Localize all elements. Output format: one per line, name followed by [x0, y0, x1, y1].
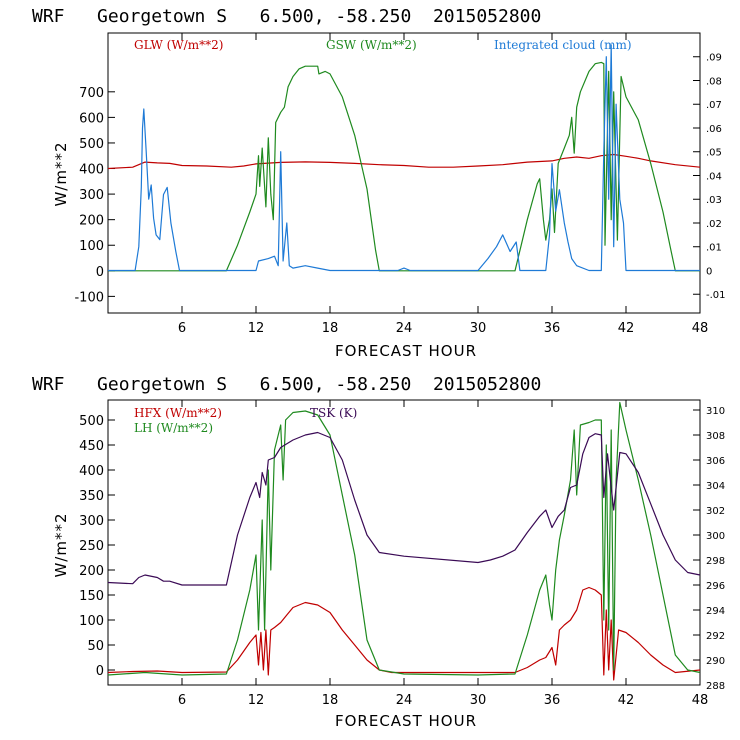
panel-1-series-2-line: [108, 44, 700, 272]
panel-1-ytick-label: 0: [96, 265, 104, 280]
panel-1-title: WRF Georgetown S 6.500, -58.250 20150528…: [32, 6, 541, 27]
panel-2-title: WRF Georgetown S 6.500, -58.250 20150528…: [32, 374, 541, 395]
panel-2-ticks: 6 12 18 24 30 36 42 48 0 50 100 150 200 250 300 350 400 4…: [79, 400, 725, 708]
legend-tsk: TSK (K): [310, 406, 357, 420]
panel-2: WRF Georgetown S 6.500, -58.250 20150528…: [32, 374, 725, 730]
panel-1-right-ytick-label: .03: [706, 195, 722, 206]
panel-2-xtick-label: 30: [470, 693, 487, 708]
panel-1-xtick-label: 30: [470, 321, 487, 336]
panel-1-right-ytick-label: .02: [706, 219, 722, 230]
panel-1-ytick-label: 600: [79, 111, 104, 126]
panel-2-ytick-label: 0: [96, 664, 104, 679]
panel-1-ytick-label: -100: [74, 290, 104, 305]
panel-2-right-ytick-label: 292: [706, 631, 725, 642]
panel-1-series-1-line: [108, 61, 700, 272]
panel-2-series-2-line: [107, 431, 701, 586]
panel-2-right-ytick-label: 300: [706, 531, 725, 542]
panel-2-ytick-label: 450: [79, 439, 104, 454]
panel-1-series-0-line: [107, 153, 701, 170]
panel-2-right-ytick-label: 302: [706, 506, 725, 517]
panel-2-right-ytick-label: 296: [706, 581, 725, 592]
panel-1-right-ytick-label: .05: [706, 148, 722, 159]
legend-integrated-cloud: Integrated cloud (mm): [494, 38, 632, 52]
panel-1: WRF Georgetown S 6.500, -58.250 20150528…: [32, 6, 726, 360]
panel-2-series: [107, 401, 701, 681]
legend-hfx: HFX (W/m**2): [134, 406, 222, 420]
panel-1-ytick-label: 700: [79, 86, 104, 101]
panel-1-xtick-label: 42: [618, 321, 635, 336]
panel-2-ytick-label: 400: [79, 464, 104, 479]
panel-2-xtick-label: 18: [322, 693, 339, 708]
panel-1-xtick-label: 24: [396, 321, 413, 336]
panel-1-right-ytick-label: .09: [706, 53, 722, 64]
panel-2-series-1-line: [107, 401, 701, 676]
legend-lh: LH (W/m**2): [134, 421, 213, 435]
panel-1-right-ytick-label: .04: [706, 171, 722, 182]
panel-2-right-ytick-label: 310: [706, 406, 725, 417]
panel-2-xtick-label: 48: [692, 693, 709, 708]
panel-1-xlabel: FORECAST HOUR: [335, 342, 477, 360]
panel-2-right-ytick-label: 304: [706, 481, 725, 492]
panel-2-right-ytick-label: 294: [706, 606, 725, 617]
panel-2-right-ytick-label: 308: [706, 431, 725, 442]
panel-1-ticks: 6 12 18 24 30 36 42 48 -100 0 100 200 300 400 500 600 70…: [74, 33, 726, 336]
panel-2-ytick-label: 350: [79, 489, 104, 504]
panel-1-right-ytick-label: .08: [706, 76, 722, 87]
panel-2-series-0-line: [107, 586, 701, 681]
panel-2-right-ytick-label: 306: [706, 456, 725, 467]
panel-2-ytick-label: 50: [87, 639, 104, 654]
panel-1-right-ytick-label: .01: [706, 243, 722, 254]
panel-1-right-ytick-label: .06: [706, 124, 722, 135]
legend-glw: GLW (W/m**2): [134, 38, 223, 52]
panel-1-xtick-label: 18: [322, 321, 339, 336]
panel-1-right-ytick-label: -.01: [706, 290, 726, 301]
panel-1-ytick-label: 300: [79, 188, 104, 203]
panel-1-series: [107, 44, 701, 272]
panel-2-xtick-label: 6: [178, 693, 186, 708]
panel-2-right-ytick-label: 288: [706, 681, 725, 692]
panel-2-ytick-label: 300: [79, 514, 104, 529]
panel-1-right-ytick-label: .07: [706, 100, 722, 111]
panel-2-ytick-label: 100: [79, 614, 104, 629]
legend-gsw: GSW (W/m**2): [326, 38, 417, 52]
panel-1-xtick-label: 36: [544, 321, 561, 336]
panel-1-right-ytick-label: 0: [706, 266, 712, 277]
panel-1-xtick-label: 12: [248, 321, 265, 336]
panel-2-xtick-label: 24: [396, 693, 413, 708]
panel-1-xtick-label: 6: [178, 321, 186, 336]
panel-1-ytick-label: 500: [79, 137, 104, 152]
panel-2-ytick-label: 500: [79, 414, 104, 429]
panel-2-right-ytick-label: 290: [706, 656, 725, 667]
panel-2-right-ytick-label: 298: [706, 556, 725, 567]
panel-2-ytick-label: 150: [79, 589, 104, 604]
panel-1-ytick-label: 200: [79, 214, 104, 229]
panel-1-ylabel: W/m**2: [52, 141, 70, 206]
panel-2-xlabel: FORECAST HOUR: [335, 712, 477, 730]
panel-2-ylabel: W/m**2: [52, 512, 70, 577]
panel-2-xtick-label: 12: [248, 693, 265, 708]
panel-2-xtick-label: 42: [618, 693, 635, 708]
panel-2-xtick-label: 36: [544, 693, 561, 708]
panel-1-xtick-label: 48: [692, 321, 709, 336]
panel-2-ytick-label: 250: [79, 539, 104, 554]
panel-2-ytick-label: 200: [79, 564, 104, 579]
panel-1-ytick-label: 100: [79, 239, 104, 254]
panel-1-ytick-label: 400: [79, 163, 104, 178]
